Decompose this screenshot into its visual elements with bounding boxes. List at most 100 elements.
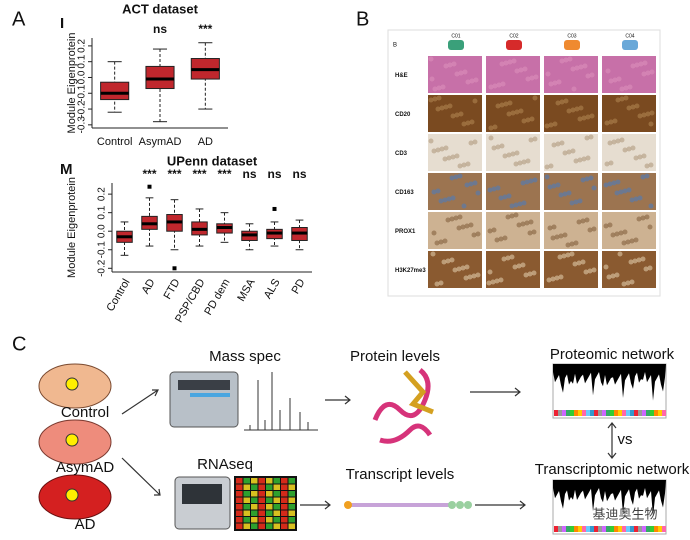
tissue-texture — [532, 95, 538, 101]
tissue-texture — [551, 142, 557, 148]
module-color — [634, 526, 638, 532]
box — [145, 65, 175, 90]
tissue-texture — [509, 254, 515, 260]
tissue-texture — [531, 270, 537, 276]
tissue-texture — [571, 86, 577, 92]
tissue-texture — [604, 120, 610, 126]
tissue-texture — [551, 224, 557, 230]
tissue-texture — [509, 203, 515, 209]
heatmap-cell — [266, 517, 273, 523]
tissue-texture — [443, 145, 449, 151]
module-color — [650, 526, 654, 532]
tissue-texture — [649, 110, 655, 116]
tissue-texture — [570, 148, 576, 154]
tissue-texture — [503, 101, 509, 107]
tissue-texture — [469, 78, 475, 84]
tissue-texture — [516, 263, 522, 269]
module-color — [562, 526, 566, 532]
heatmap-cell — [258, 523, 265, 529]
tissue-texture — [611, 180, 617, 186]
heatmap-cell — [243, 497, 250, 503]
group-label: Control — [61, 404, 109, 421]
tissue-texture — [614, 231, 620, 237]
tissue-texture — [548, 122, 554, 128]
module-color — [578, 410, 582, 416]
tissue-texture — [641, 112, 647, 118]
chart-title: ACT dataset — [122, 1, 199, 16]
tissue-texture — [529, 75, 535, 81]
tissue-texture — [443, 63, 449, 69]
tissue-texture — [518, 67, 524, 73]
tissue-texture — [552, 121, 558, 127]
tissue-texture — [584, 135, 590, 141]
heatmap-cell — [251, 523, 258, 529]
vs-label: vs — [618, 431, 633, 448]
tissue-texture — [544, 164, 550, 170]
heatmap-cell — [236, 491, 243, 497]
tissue-texture — [507, 59, 513, 65]
heatmap-cell — [266, 510, 273, 516]
tissue-texture — [461, 121, 467, 127]
tissue-texture — [612, 118, 618, 124]
tissue-texture — [587, 268, 593, 274]
row-label: H3K27me3 — [395, 268, 426, 274]
tissue-texture — [569, 200, 575, 206]
heatmap-cell — [288, 478, 295, 484]
tissue-texture — [608, 160, 614, 166]
tissue-texture — [465, 161, 471, 167]
significance: *** — [217, 167, 231, 181]
heatmap-cell — [236, 517, 243, 523]
tissue-texture — [513, 161, 519, 167]
heatmap-cell — [288, 491, 295, 497]
tissue-texture — [506, 152, 512, 158]
tissue-texture — [576, 260, 582, 266]
tissue-texture — [584, 217, 590, 223]
panel-letter: M — [60, 161, 73, 178]
tissue-texture — [591, 185, 597, 191]
tissue-texture — [570, 107, 576, 113]
tissue-texture — [506, 111, 512, 117]
heatmap-cell — [288, 517, 295, 523]
tissue-texture — [640, 215, 646, 221]
module-color — [610, 526, 614, 532]
tissue-texture — [449, 175, 455, 181]
tissue-texture — [644, 214, 650, 220]
tissue-texture — [638, 61, 644, 67]
tissue-texture — [544, 123, 550, 129]
tissue-texture — [603, 264, 609, 270]
tissue-texture — [618, 189, 624, 195]
tissue-texture — [569, 251, 575, 257]
tissue-texture — [580, 259, 586, 265]
tissue-texture — [581, 156, 587, 162]
tissue-texture — [544, 174, 550, 180]
heatmap-cell — [236, 497, 243, 503]
tissue-texture — [502, 153, 508, 159]
tissue-texture — [517, 201, 523, 207]
heatmap-cell — [251, 497, 258, 503]
tissue-texture — [626, 187, 632, 193]
module-color — [554, 410, 558, 416]
y-tick-label: -0.3 — [77, 116, 88, 134]
module-color — [574, 526, 578, 532]
heatmap-cell — [281, 497, 288, 503]
tissue-texture — [457, 173, 463, 179]
schematic: Control AsymAD AD Mass spec RNAseq Prote… — [38, 346, 690, 535]
tissue-texture — [523, 272, 529, 278]
tissue-texture — [434, 281, 440, 287]
tissue-texture — [487, 187, 493, 193]
tissue-texture — [431, 230, 437, 236]
tissue-texture — [529, 116, 535, 122]
heatmap-cell — [251, 510, 258, 516]
tissue-texture — [431, 189, 437, 195]
tissue-texture — [584, 176, 590, 182]
y-tick-label: 0.2 — [77, 39, 88, 53]
tissue-texture — [567, 56, 573, 62]
tissue-texture — [503, 60, 509, 66]
tissue-texture — [550, 276, 556, 282]
tissue-texture — [467, 274, 473, 280]
row-label: H&E — [395, 73, 408, 79]
tissue-texture — [641, 153, 647, 159]
tissue-texture — [558, 192, 564, 198]
tissue-texture — [623, 95, 629, 101]
tissue-texture — [577, 116, 583, 122]
